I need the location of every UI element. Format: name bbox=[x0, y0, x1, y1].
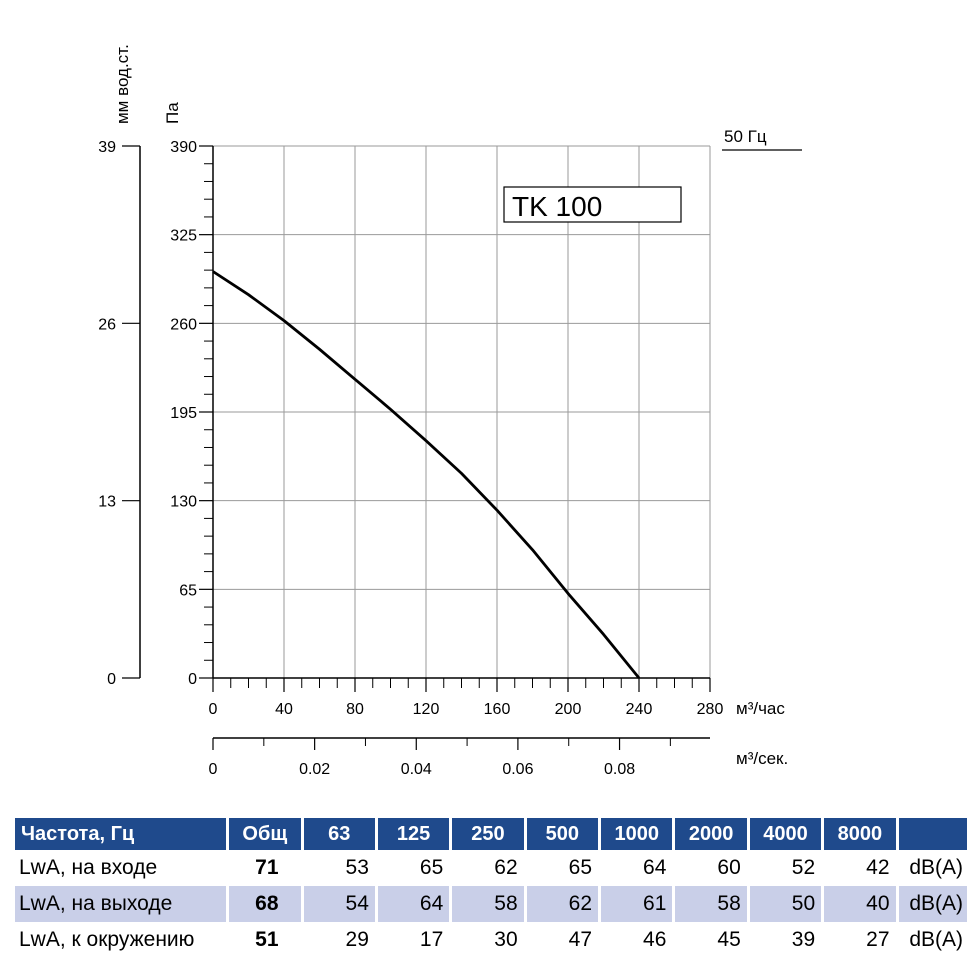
header-500: 500 bbox=[526, 818, 599, 850]
header-frequency: Частота, Гц bbox=[15, 818, 227, 850]
cell-500: 62 bbox=[526, 886, 599, 922]
model-label: TK 100 bbox=[512, 191, 602, 222]
cell-1000: 46 bbox=[643, 928, 667, 951]
fan-curve-chart: 0 40 80 120 160 200 240 28006513019526032539001… bbox=[98, 44, 802, 778]
table-row-surroundings: LwA, к окружению 51 29 17 30 47 46 45 39… bbox=[15, 922, 967, 958]
tick-labels: 0 40 80 120 160 200 240 28006513019526032539001… bbox=[98, 139, 723, 778]
grid bbox=[213, 145, 711, 678]
x2-tick-label: 0.04 bbox=[401, 761, 432, 778]
y2-tick-label: 26 bbox=[98, 316, 116, 333]
y-tick-label: 65 bbox=[179, 582, 197, 599]
y-tick-label: 0 bbox=[188, 671, 197, 688]
x-tick-label: 280 bbox=[697, 701, 724, 718]
model-label-box bbox=[503, 186, 682, 223]
x2-tick-label: 0.08 bbox=[604, 761, 635, 778]
x-tick-label: 40 bbox=[275, 701, 293, 718]
cell-125: 65 bbox=[419, 856, 444, 879]
cell-1000: 64 bbox=[643, 856, 667, 879]
frequency-label: 50 Гц bbox=[724, 127, 767, 146]
cell-63: 29 bbox=[345, 928, 369, 951]
cell-8000: 40 bbox=[824, 886, 896, 922]
y-axis-title: Па bbox=[163, 102, 182, 124]
cell-250: 30 bbox=[494, 928, 518, 951]
y2-tick-label: 0 bbox=[107, 671, 116, 688]
series bbox=[212, 270, 641, 679]
x-tick-label: 160 bbox=[484, 701, 511, 718]
cell-63: 54 bbox=[303, 886, 375, 922]
row-total: 68 bbox=[229, 886, 301, 922]
cell-4000: 52 bbox=[791, 856, 816, 879]
row-unit: dB(A) bbox=[909, 928, 963, 951]
y-tick-label: 325 bbox=[170, 228, 197, 245]
row-total: 71 bbox=[255, 856, 279, 879]
x-tick-label: 240 bbox=[626, 701, 653, 718]
header-unit bbox=[898, 818, 967, 850]
row-label: LwA, на входе bbox=[19, 856, 158, 879]
row-label: LwA, на выходе bbox=[15, 886, 227, 922]
x-axis-title: м³/час bbox=[736, 699, 785, 718]
row-unit: dB(A) bbox=[898, 886, 967, 922]
x-tick-label: 200 bbox=[555, 701, 582, 718]
y-tick-label: 260 bbox=[170, 316, 197, 333]
ticks bbox=[122, 145, 711, 750]
cell-125: 17 bbox=[419, 928, 444, 951]
y-tick-label: 390 bbox=[170, 139, 197, 156]
x2-tick-label: 0.02 bbox=[299, 761, 330, 778]
header-250: 250 bbox=[452, 818, 524, 850]
header-4000: 4000 bbox=[749, 818, 822, 850]
row-unit: dB(A) bbox=[909, 856, 963, 879]
table-row-inlet: LwA, на входе 71 53 65 62 65 64 60 52 42… bbox=[15, 850, 967, 886]
cell-500: 47 bbox=[568, 928, 593, 951]
header-2000: 2000 bbox=[675, 818, 747, 850]
y2-tick-label: 39 bbox=[98, 139, 116, 156]
header-8000: 8000 bbox=[824, 818, 896, 850]
header-125: 125 bbox=[377, 818, 450, 850]
x-tick-label: 80 bbox=[346, 701, 364, 718]
y-tick-label: 195 bbox=[170, 405, 197, 422]
cell-1000: 61 bbox=[601, 886, 673, 922]
y-tick-label: 130 bbox=[170, 494, 197, 511]
table-header-row: Частота, Гц Общ 63 125 250 500 1000 2000… bbox=[15, 818, 967, 850]
cell-2000: 58 bbox=[675, 886, 747, 922]
x2-tick-label: 0 bbox=[209, 761, 218, 778]
y2-tick-label: 13 bbox=[98, 494, 116, 511]
x-tick-label: 0 bbox=[209, 701, 218, 718]
header-1000: 1000 bbox=[601, 818, 673, 850]
cell-250: 62 bbox=[494, 856, 518, 879]
cell-8000: 27 bbox=[866, 928, 890, 951]
cell-250: 58 bbox=[452, 886, 524, 922]
cell-4000: 50 bbox=[749, 886, 822, 922]
cell-2000: 45 bbox=[717, 928, 741, 951]
fan-curve-line bbox=[212, 270, 641, 679]
x2-axis-title: м³/сек. bbox=[736, 749, 788, 768]
header-total: Общ bbox=[229, 818, 301, 850]
x-tick-label: 120 bbox=[413, 701, 440, 718]
row-total: 51 bbox=[255, 928, 279, 951]
header-63: 63 bbox=[303, 818, 375, 850]
table-row-outlet: LwA, на выходе 68 54 64 58 62 61 58 50 4… bbox=[15, 886, 967, 922]
cell-8000: 42 bbox=[866, 856, 890, 879]
sound-power-table: Частота, Гц Общ 63 125 250 500 1000 2000… bbox=[12, 818, 970, 958]
cell-63: 53 bbox=[345, 856, 369, 879]
x2-tick-label: 0.06 bbox=[502, 761, 533, 778]
cell-125: 64 bbox=[377, 886, 450, 922]
cell-4000: 39 bbox=[791, 928, 816, 951]
row-label: LwA, к окружению bbox=[19, 928, 195, 951]
cell-500: 65 bbox=[568, 856, 593, 879]
cell-2000: 60 bbox=[717, 856, 741, 879]
y2-axis-title: мм вод.ст. bbox=[113, 44, 132, 124]
